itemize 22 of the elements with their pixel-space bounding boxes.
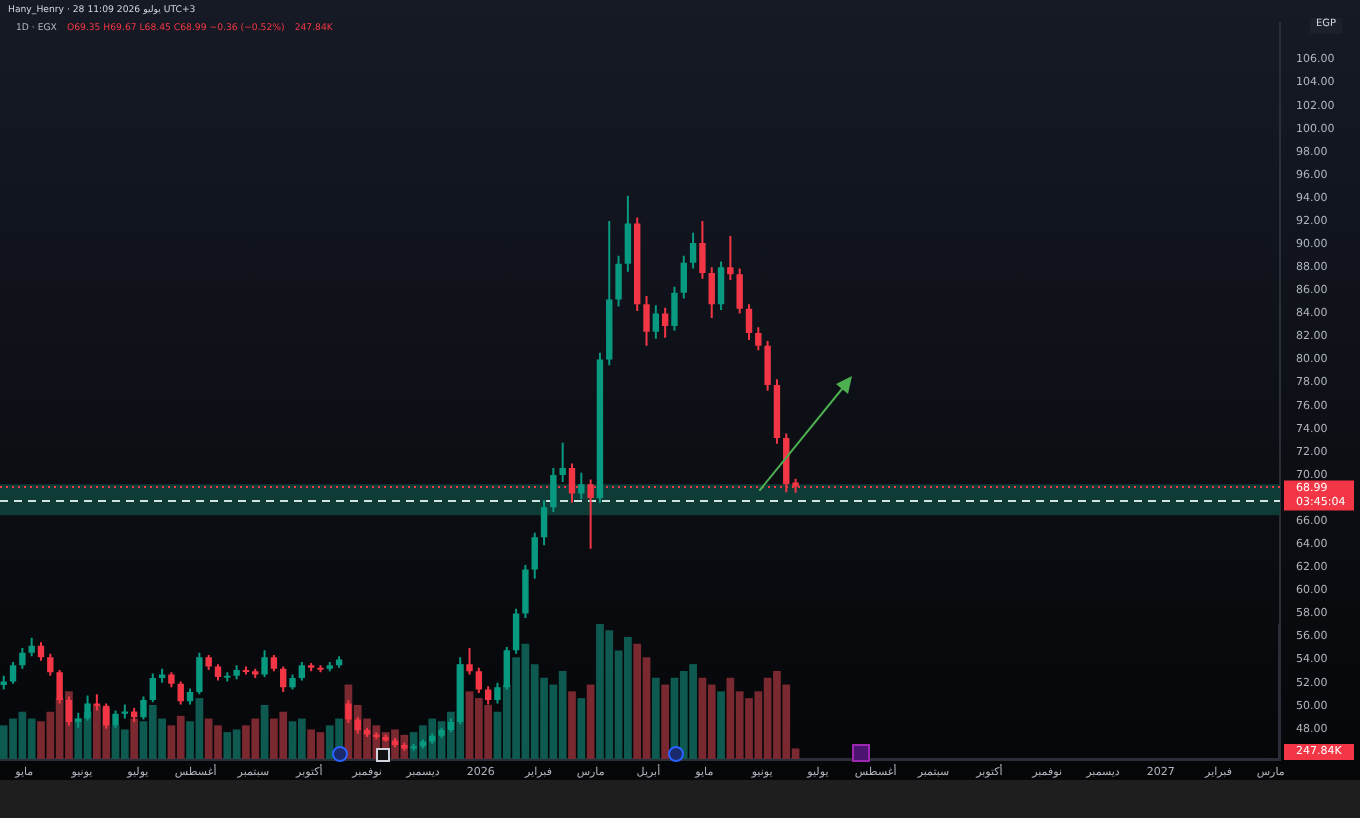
bar [661, 684, 670, 760]
bar [307, 729, 316, 760]
candlestick [205, 654, 212, 670]
candlestick [466, 648, 473, 675]
bar [223, 732, 232, 760]
bar [633, 643, 642, 760]
bar [577, 698, 586, 760]
bar [707, 684, 716, 760]
bar [558, 670, 567, 760]
candlestick [224, 672, 231, 682]
candlestick [93, 694, 101, 711]
bar [568, 691, 576, 760]
candlestick [559, 442, 566, 482]
candlestick [727, 236, 734, 280]
bar [651, 677, 660, 760]
bar [176, 715, 185, 760]
bar [74, 718, 83, 760]
bar [717, 691, 725, 760]
bar [130, 718, 139, 760]
bar [120, 729, 129, 760]
candlestick [307, 663, 315, 672]
bar [297, 718, 306, 760]
